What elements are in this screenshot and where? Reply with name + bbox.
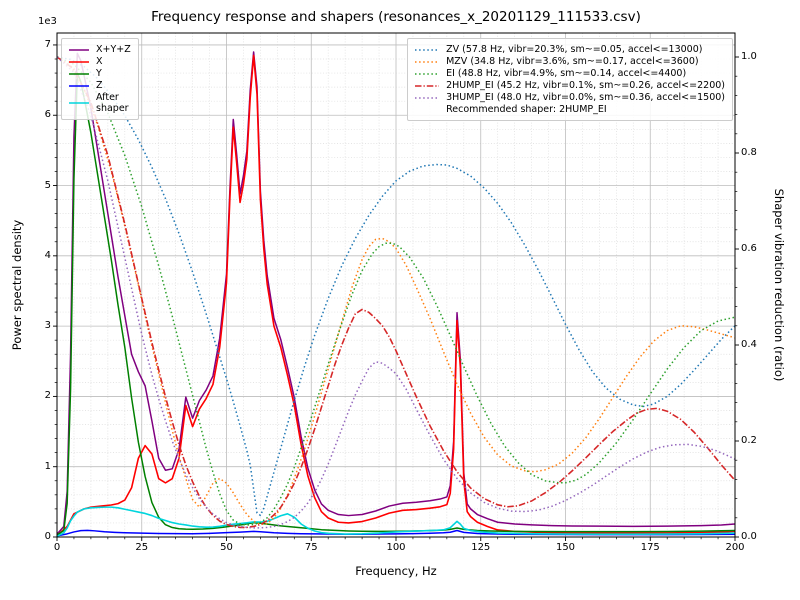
- x-tick-label: 200: [725, 542, 745, 553]
- legend-line-zv: [415, 48, 440, 51]
- legend-item-after-shaper: After shaper: [68, 92, 131, 114]
- legend-line-mzv: [415, 60, 440, 63]
- legend-item-z: Z: [68, 80, 131, 91]
- legend-label: ZV (57.8 Hz, vibr=20.3%, sm~=0.05, accel…: [446, 44, 703, 55]
- y-tick-label-left: 3: [44, 320, 51, 332]
- legend-line-after-shaper: [69, 102, 89, 104]
- y-tick-label-right: 1.0: [741, 51, 757, 62]
- y-axis-label-left: Power spectral density: [10, 219, 24, 351]
- legend-label: EI (48.8 Hz, vibr=4.9%, sm~=0.14, accel<…: [446, 68, 687, 79]
- legend-label: 2HUMP_EI (45.2 Hz, vibr=0.1%, sm~=0.26, …: [446, 80, 725, 91]
- legend-item-x-y-z: X+Y+Z: [68, 44, 131, 55]
- chart-title: Frequency response and shapers (resonanc…: [151, 9, 641, 25]
- y-tick-label-right: 0.8: [741, 147, 757, 158]
- legend-label: Y: [96, 68, 102, 79]
- legend-line-ei: [415, 72, 440, 75]
- y-tick-label-left: 4: [44, 249, 51, 261]
- y-tick-label-right: 0.6: [741, 243, 757, 254]
- legend-label: 3HUMP_EI (48.0 Hz, vibr=0.0%, sm~=0.36, …: [446, 92, 725, 103]
- legend-label: MZV (34.8 Hz, vibr=3.6%, sm~=0.17, accel…: [446, 56, 699, 67]
- x-tick-label: 100: [386, 542, 406, 553]
- legend-shapers: ZV (57.8 Hz, vibr=20.3%, sm~=0.05, accel…: [407, 38, 733, 121]
- y-tick-label-left: 0: [44, 531, 51, 542]
- y-tick-label-right: 0.0: [741, 531, 757, 542]
- legend-label: X: [96, 56, 103, 67]
- y-tick-label-left: 6: [44, 109, 51, 121]
- legend-item-mzv: MZV (34.8 Hz, vibr=3.6%, sm~=0.17, accel…: [414, 56, 725, 67]
- x-tick-label: 125: [471, 542, 491, 553]
- legend-line-x-y-z: [69, 48, 89, 51]
- legend-label: Recommended shaper: 2HUMP_EI: [446, 104, 607, 115]
- y-tick-label-left: 2: [44, 390, 51, 402]
- legend-line-3hump-ei: [415, 96, 440, 99]
- y-tick-label-right: 0.4: [741, 339, 757, 350]
- y-tick-label-left: 7: [44, 38, 51, 50]
- y-tick-label-left: 1: [44, 460, 51, 472]
- legend-line-y: [69, 72, 89, 75]
- legend-item-ei: EI (48.8 Hz, vibr=4.9%, sm~=0.14, accel<…: [414, 68, 725, 79]
- legend-line-x: [69, 60, 89, 63]
- legend-line-2hump-ei: [415, 84, 440, 87]
- legend-item-x: X: [68, 56, 131, 67]
- legend-item-2hump-ei: 2HUMP_EI (45.2 Hz, vibr=0.1%, sm~=0.26, …: [414, 80, 725, 91]
- legend-item-y: Y: [68, 68, 131, 79]
- x-axis-label: Frequency, Hz: [355, 564, 437, 578]
- x-tick-label: 25: [135, 542, 149, 553]
- y-axis-offset-label: 1e3: [38, 16, 57, 27]
- x-tick-label: 75: [304, 542, 318, 553]
- x-tick-label: 175: [640, 542, 660, 553]
- legend-item-zv: ZV (57.8 Hz, vibr=20.3%, sm~=0.05, accel…: [414, 44, 725, 55]
- legend-label: After shaper: [96, 92, 129, 114]
- y-axis-label-right: Shaper vibration reduction (ratio): [772, 188, 786, 382]
- y-tick-label-left: 5: [44, 179, 51, 191]
- legend-item-recommended: Recommended shaper: 2HUMP_EI: [414, 104, 725, 115]
- legend-psd: X+Y+Z X Y Z After shaper: [61, 38, 139, 120]
- legend-label: X+Y+Z: [96, 44, 131, 55]
- legend-line-z: [69, 84, 89, 87]
- x-tick-label: 150: [555, 542, 576, 553]
- legend-label: Z: [96, 80, 103, 91]
- x-tick-label: 50: [220, 542, 233, 553]
- legend-item-3hump-ei: 3HUMP_EI (48.0 Hz, vibr=0.0%, sm~=0.36, …: [414, 92, 725, 103]
- x-tick-label: 0: [53, 542, 61, 553]
- y-tick-label-right: 0.2: [741, 435, 757, 446]
- legend-line-recommended: [414, 105, 440, 115]
